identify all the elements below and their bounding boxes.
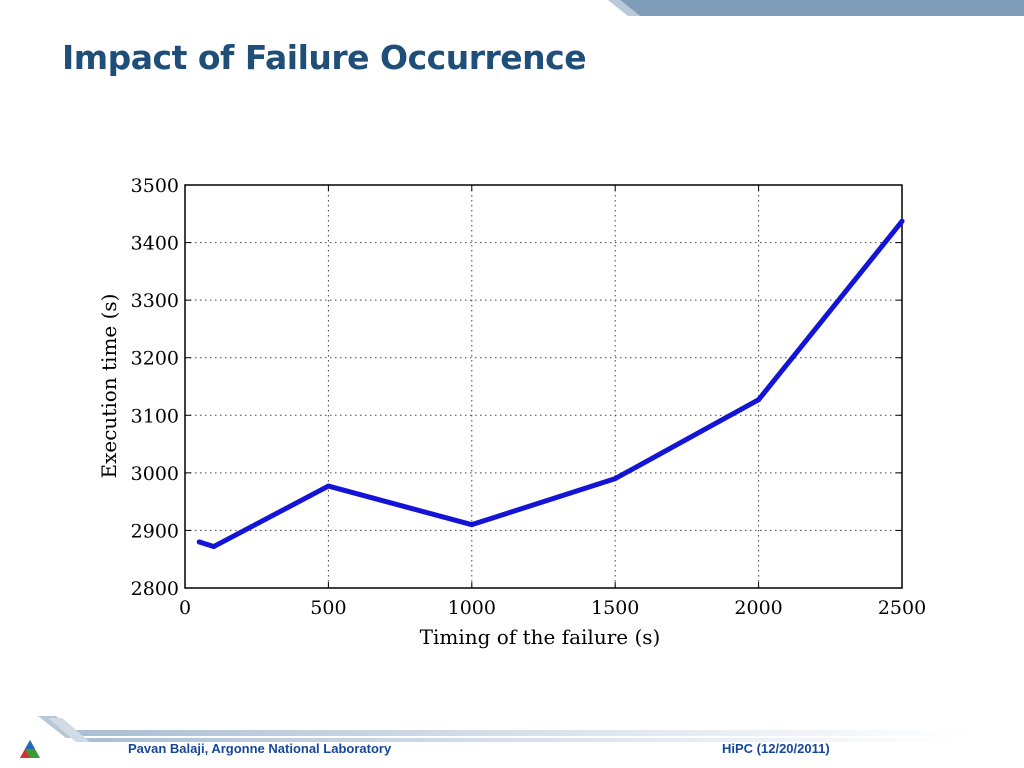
data-point bbox=[899, 218, 905, 224]
chart: 0 500 1000 1500 2000 2500 2800 2900 3000 3100 3200… bbox=[97, 175, 927, 649]
x-tick-label: 0 bbox=[179, 597, 191, 619]
y-tick-label: 3500 bbox=[131, 175, 179, 197]
data-point bbox=[211, 544, 217, 550]
y-tick-label: 3300 bbox=[131, 290, 179, 312]
data-point bbox=[756, 397, 762, 403]
ticks: 0 500 1000 1500 2000 2500 2800 2900 3000 3100 3200… bbox=[131, 175, 927, 619]
data-point bbox=[196, 539, 202, 545]
lab-logo-icon bbox=[20, 740, 40, 758]
y-tick-label: 2800 bbox=[131, 578, 179, 600]
x-axis-label: Timing of the failure (s) bbox=[420, 625, 661, 649]
data-point bbox=[325, 483, 331, 489]
data-point bbox=[469, 522, 475, 528]
data-point bbox=[612, 476, 618, 482]
grid bbox=[185, 185, 902, 588]
series-layer bbox=[196, 218, 905, 550]
x-tick-label: 1500 bbox=[591, 597, 639, 619]
y-tick-label: 3000 bbox=[131, 463, 179, 485]
plot-frame bbox=[184, 184, 903, 589]
y-tick-label: 2900 bbox=[131, 520, 179, 542]
x-tick-label: 2500 bbox=[878, 597, 926, 619]
series-line bbox=[196, 218, 905, 550]
footer-author: Pavan Balaji, Argonne National Laborator… bbox=[128, 741, 392, 756]
footer-band bbox=[20, 716, 970, 758]
y-tick-label: 3100 bbox=[131, 405, 179, 427]
slide-title: Impact of Failure Occurrence bbox=[62, 38, 587, 77]
y-tick-label: 3200 bbox=[131, 348, 179, 370]
footer-event: HiPC (12/20/2011) bbox=[722, 741, 830, 756]
header-band bbox=[608, 0, 1024, 16]
x-tick-label: 1000 bbox=[448, 597, 496, 619]
x-tick-label: 500 bbox=[310, 597, 346, 619]
y-tick-label: 3400 bbox=[131, 233, 179, 255]
y-axis-label: Execution time (s) bbox=[97, 294, 121, 479]
x-tick-label: 2000 bbox=[734, 597, 782, 619]
